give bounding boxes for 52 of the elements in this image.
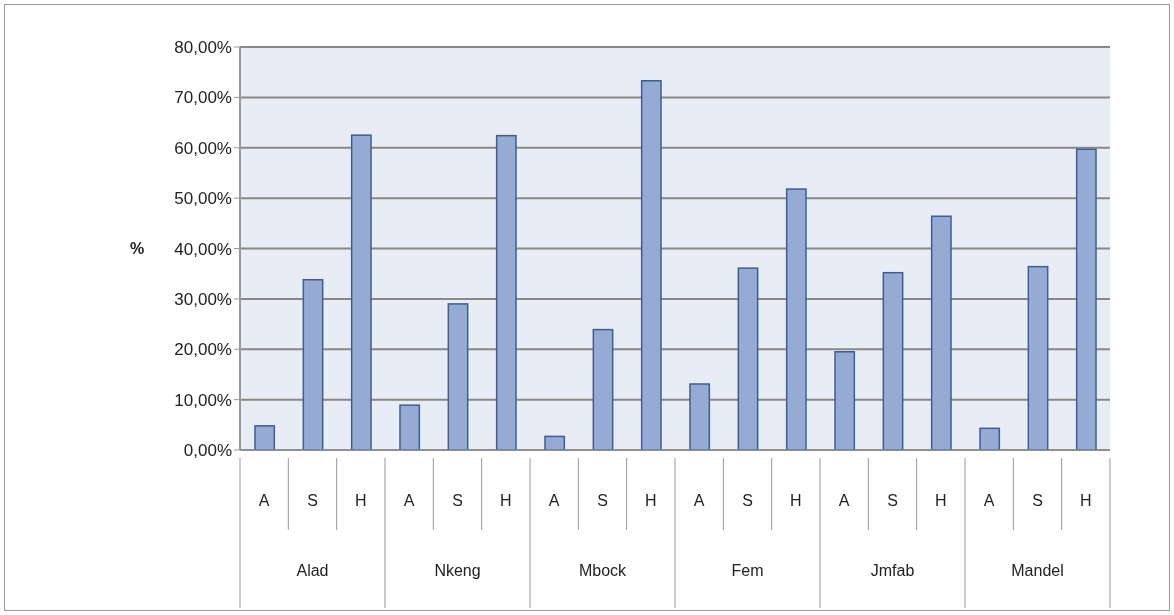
y-tick-label: 40,00%: [174, 239, 232, 259]
x-tick-label: S: [452, 492, 463, 509]
x-tick-label: A: [983, 492, 995, 509]
bar: [302, 278, 324, 450]
y-tick-label: 0,00%: [183, 441, 232, 461]
y-tick-label: 60,00%: [174, 138, 232, 158]
x-tick-label: A: [258, 492, 270, 509]
bar: [350, 134, 372, 450]
text: Alad: [296, 562, 329, 579]
y-tick-label: 70,00%: [174, 88, 232, 108]
x-tick-label: H: [1080, 492, 1092, 509]
bar: [930, 215, 952, 450]
y-tick-label: 80,00%: [174, 38, 232, 58]
y-tick-label: 10,00%: [174, 390, 232, 410]
x-tick-label: A: [548, 492, 560, 509]
x-tick-label: H: [645, 492, 657, 509]
text: Mbock: [578, 562, 628, 579]
y-tick-label: 30,00%: [174, 289, 232, 309]
bar: [495, 134, 517, 450]
bar: [1075, 148, 1097, 450]
x-tick-label: A: [838, 492, 850, 509]
bar: [399, 404, 421, 450]
x-tick-label: S: [597, 492, 608, 509]
text: Mandel: [1011, 562, 1064, 579]
bar: [592, 328, 614, 450]
x-tick-label: H: [355, 492, 367, 509]
bar: [979, 427, 1001, 450]
bar: [785, 188, 807, 450]
x-tick-label: H: [500, 492, 512, 509]
x-tick-label: A: [693, 492, 705, 509]
bar: [447, 303, 469, 450]
bar: [1027, 265, 1049, 450]
bar: [834, 351, 856, 450]
bar: [254, 425, 276, 450]
bar: [689, 383, 711, 450]
x-tick-label: A: [403, 492, 415, 509]
text: Nkeng: [434, 562, 481, 579]
bar: [640, 80, 662, 450]
bar: [737, 267, 759, 450]
text: Fem: [731, 562, 764, 579]
y-tick-label: 20,00%: [174, 340, 232, 360]
bar: [882, 271, 904, 450]
x-tick-label: H: [935, 492, 947, 509]
x-tick-label: S: [887, 492, 898, 509]
y-tick-label: 50,00%: [174, 189, 232, 209]
x-tick-label: S: [307, 492, 318, 509]
x-tick-label: S: [1032, 492, 1043, 509]
x-tick-label: H: [790, 492, 802, 509]
y-axis-title: %: [130, 240, 145, 258]
bar: [544, 435, 566, 450]
x-tick-label: S: [742, 492, 753, 509]
text: Jmfab: [870, 562, 915, 579]
